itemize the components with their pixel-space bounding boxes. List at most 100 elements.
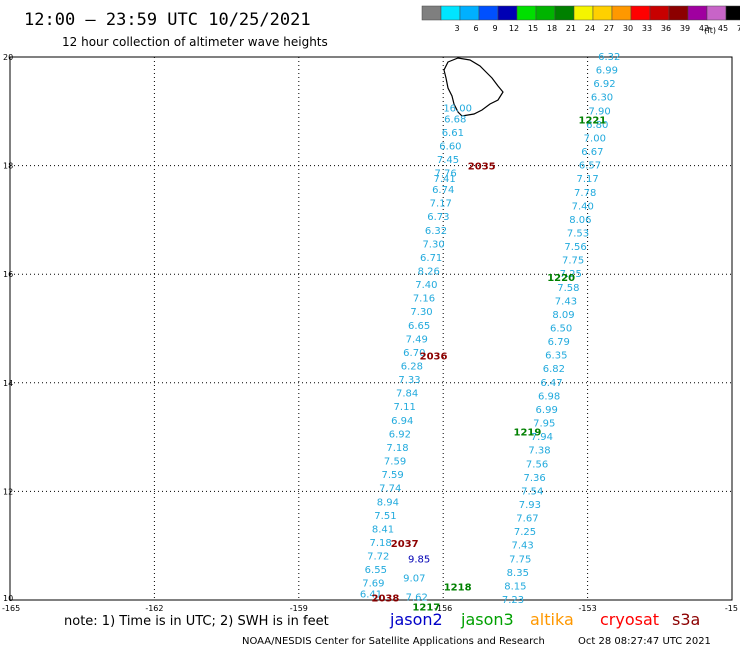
wave-height-label: 7.49 (406, 334, 428, 345)
pass-time-label: 2038 (372, 593, 400, 604)
wave-height-label: 7.25 (560, 269, 582, 280)
wave-height-label: 7.17 (576, 174, 598, 185)
wave-height-label: 7.93 (519, 500, 541, 511)
wave-height-label: 7.95 (533, 419, 555, 430)
wave-height-label: 7.16 (413, 294, 435, 305)
legend-tick-label: 15 (528, 24, 538, 33)
wave-height-label: 7.18 (369, 538, 391, 549)
lon-tick-label: -159 (290, 604, 308, 613)
satellite-name-s3a: s3a (672, 610, 700, 629)
wave-height-label: 6.41 (360, 590, 382, 601)
wave-height-label: 7.58 (557, 283, 579, 294)
wave-height-label: 7.30 (422, 239, 444, 250)
wave-height-label: 8.35 (507, 568, 529, 579)
map-title: 12:00 – 23:59 UTC 10/25/2021 (24, 10, 311, 30)
legend-tick-label: 12 (509, 24, 519, 33)
satellite-name-jason3: jason3 (460, 610, 514, 629)
wave-height-label: 6.98 (538, 391, 560, 402)
wave-height-label: 7.41 (434, 174, 456, 185)
map-subtitle: 12 hour collection of altimeter wave hei… (62, 35, 328, 49)
satellite-legend: jason2 jason3 altika cryosat s3a (389, 610, 700, 629)
wave-height-label: 7.00 (584, 133, 606, 144)
wave-height-label: 7.23 (502, 595, 524, 606)
graticule (10, 57, 732, 600)
wave-height-label: 6.73 (427, 212, 449, 223)
legend-swatch (497, 5, 518, 21)
wave-height-label: 7.25 (514, 527, 536, 538)
wave-height-label: 6.74 (432, 185, 454, 196)
pass-time-label: 1220 (547, 273, 575, 284)
wave-height-label: 6.47 (540, 378, 562, 389)
wave-height-label: 7.59 (384, 457, 406, 468)
lon-tick-label: -165 (2, 604, 20, 613)
legend-swatch (440, 5, 461, 21)
legend-tick-label: 3 (454, 24, 459, 33)
wave-height-label: 7.78 (574, 188, 596, 199)
legend-swatch (630, 5, 651, 21)
lat-tick-label: 18 (3, 162, 13, 171)
wave-height-label: 6.35 (545, 351, 567, 362)
legend-swatch (649, 5, 670, 21)
legend-tick-label: 24 (585, 24, 595, 33)
wave-height-label: 6.28 (401, 362, 423, 373)
axis-ticks: -165 -162 -159 -156 -153 -15 10 12 14 16 18 20 (2, 53, 738, 613)
legend-tick-label: 36 (661, 24, 671, 33)
legend-swatch (516, 5, 537, 21)
wave-height-label: 7.40 (415, 280, 437, 291)
satellite-name-jason2: jason2 (389, 610, 443, 629)
lat-tick-label: 12 (3, 487, 13, 496)
satellite-name-cryosat: cryosat (600, 610, 659, 629)
wave-height-label: 6.82 (543, 364, 565, 375)
wave-height-label: 7.45 (437, 155, 459, 166)
wave-height-label: 7.36 (524, 473, 546, 484)
wave-height-label: 6.50 (550, 324, 572, 335)
lat-tick-label: 16 (3, 270, 13, 279)
legend-swatch (459, 5, 480, 21)
wave-height-label: 6.57 (579, 161, 601, 172)
wave-height-label: 8.15 (504, 581, 526, 592)
wave-height-label: 9.85 (408, 554, 430, 565)
wave-height-label: 7.11 (394, 402, 416, 413)
wave-height-label: 7.59 (382, 470, 404, 481)
wave-height-label: 7.33 (398, 375, 420, 386)
wave-height-label: 6.99 (536, 405, 558, 416)
wave-height-label: 7.75 (509, 554, 531, 565)
legend-swatch (611, 5, 632, 21)
wave-height-label: 6.92 (389, 429, 411, 440)
pass-time-label: 1218 (444, 582, 472, 593)
wave-height-label: 6.80 (586, 120, 608, 131)
hawaii-island-outline (443, 57, 504, 117)
wave-height-label: 7.74 (379, 484, 401, 495)
lon-tick-label: -153 (579, 604, 597, 613)
wave-height-label: 7.53 (567, 228, 589, 239)
pass-time-label: 1221 (578, 115, 606, 126)
wave-height-label: 7.56 (564, 242, 586, 253)
footer-note: note: 1) Time is in UTC; 2) SWH is in fe… (64, 614, 329, 629)
wave-height-label: 8.26 (418, 266, 440, 277)
wave-height-label: 7.56 (526, 459, 548, 470)
pass-time-label: 2035 (468, 162, 496, 173)
wave-height-label: 7.75 (562, 256, 584, 267)
lat-tick-label: 10 (3, 594, 13, 603)
wave-height-label: 7.62 (406, 592, 428, 603)
pass-time-labels: 1221 2035 1220 2036 1219 2037 1218 2038 1217 (372, 115, 607, 613)
pass-time-label: 1217 (412, 603, 440, 614)
legend-swatch (535, 5, 556, 21)
wave-height-label: 7.17 (430, 199, 452, 210)
wave-height-label: 6.68 (444, 114, 466, 125)
legend-tick-label: 21 (566, 24, 576, 33)
wave-height-label: 6.61 (442, 128, 464, 139)
wave-height-label: 8.06 (569, 215, 591, 226)
wave-height-label: 6.32 (425, 226, 447, 237)
legend-swatch (687, 5, 708, 21)
lat-tick-label: 14 (3, 379, 13, 388)
wave-height-label: 6.70 (403, 348, 425, 359)
wave-height-label: 7.43 (511, 541, 533, 552)
wave-height-label: 7.69 (362, 579, 384, 590)
extra-readings: 9.85 9.07 7.62 (403, 554, 430, 603)
wave-height-label: 7.94 (531, 432, 553, 443)
legend-swatch (554, 5, 575, 21)
wave-height-label: 6.30 (591, 93, 613, 104)
legend-tick-label: 30 (623, 24, 633, 33)
pass-time-label: 2036 (420, 352, 448, 363)
